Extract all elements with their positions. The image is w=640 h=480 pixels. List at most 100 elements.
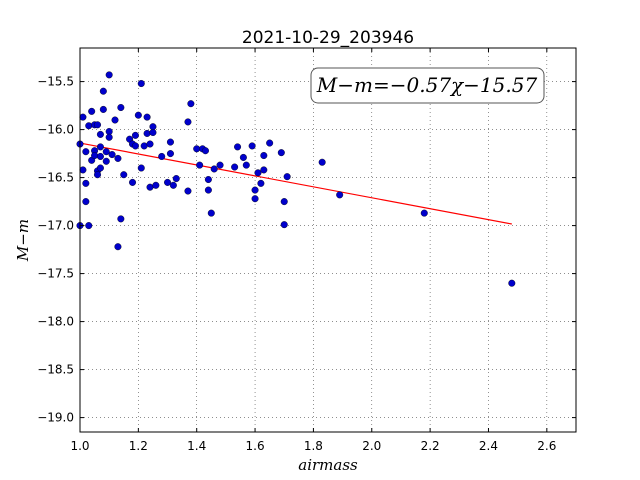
data-point: [242, 161, 250, 169]
data-point: [91, 152, 99, 160]
data-point: [105, 71, 113, 79]
data-point: [239, 153, 247, 161]
data-point: [82, 148, 90, 156]
data-point: [260, 152, 268, 160]
y-tick-label: −17.0: [37, 219, 74, 233]
data-point: [280, 198, 288, 206]
data-point: [166, 150, 174, 158]
data-point: [266, 139, 274, 147]
data-point: [508, 279, 516, 287]
data-point: [158, 152, 166, 160]
y-tick-label: −17.5: [37, 267, 74, 281]
y-axis-label: M−m: [14, 219, 32, 262]
fit-annotation: M−m=−0.57χ−15.57: [310, 67, 545, 104]
data-point: [283, 173, 291, 181]
y-tick-label: −18.5: [37, 363, 74, 377]
axis-ticks: [79, 48, 576, 432]
data-point: [85, 222, 93, 230]
data-point: [102, 148, 110, 156]
data-point: [117, 215, 125, 223]
data-point: [120, 171, 128, 179]
data-point: [137, 80, 145, 88]
x-tick-labels: 1.0 1.2 1.4 1.6 1.8 2.0 2.2 2.4 2.6: [70, 439, 556, 453]
data-point: [196, 161, 204, 169]
x-axis-label: airmass: [298, 456, 358, 474]
data-point: [152, 181, 160, 189]
data-point: [172, 175, 180, 183]
x-tick-label: 1.6: [246, 439, 265, 453]
data-point: [277, 149, 285, 157]
x-tick-label: 2.0: [362, 439, 381, 453]
data-point: [143, 113, 151, 121]
data-point: [114, 154, 122, 162]
data-point: [210, 165, 218, 173]
y-tick-label: −16.5: [37, 171, 74, 185]
data-point: [146, 140, 154, 148]
data-point: [336, 191, 344, 199]
data-point: [140, 142, 148, 150]
data-point: [99, 105, 107, 113]
data-point: [164, 178, 172, 186]
data-point: [94, 121, 102, 129]
data-point: [216, 161, 224, 169]
data-point: [187, 100, 195, 108]
data-point: [231, 163, 239, 171]
data-point: [149, 128, 157, 136]
data-point: [234, 143, 242, 151]
grid: [79, 48, 576, 432]
x-tick-label: 2.2: [421, 439, 440, 453]
data-point: [79, 113, 87, 121]
data-point: [94, 171, 102, 179]
data-point: [131, 131, 139, 139]
data-point: [251, 186, 259, 194]
data-point: [204, 176, 212, 184]
y-tick-label: −18.0: [37, 315, 74, 329]
data-point: [102, 157, 110, 165]
data-point: [207, 209, 215, 217]
data-point: [184, 118, 192, 126]
data-point: [117, 104, 125, 112]
plot-area: [80, 48, 576, 432]
plot-frame: [79, 47, 577, 433]
data-point: [318, 158, 326, 166]
data-point: [96, 152, 104, 160]
y-tick-labels: −15.5 −16.0 −16.5 −17.0 −17.5 −18.0 −18.5 −19.0: [37, 75, 74, 425]
data-point: [105, 133, 113, 141]
data-point: [146, 183, 154, 191]
annotation-box: [310, 67, 545, 104]
data-point: [114, 243, 122, 251]
x-tick-label: 1.0: [70, 439, 89, 453]
chart-title: 2021-10-29_203946: [242, 28, 414, 48]
data-point: [96, 164, 104, 172]
data-point: [96, 143, 104, 151]
data-point: [260, 166, 268, 174]
data-point: [166, 138, 174, 146]
data-point: [251, 195, 259, 203]
data-point: [88, 107, 96, 115]
data-point: [257, 179, 265, 187]
data-point: [204, 186, 212, 194]
data-point: [79, 166, 87, 174]
fit-line: [79, 142, 512, 225]
data-points: [76, 71, 516, 287]
x-tick-label: 1.2: [129, 439, 148, 453]
data-point: [82, 198, 90, 206]
data-point: [134, 111, 142, 119]
data-point: [82, 179, 90, 187]
y-tick-label: −15.5: [37, 75, 74, 89]
data-point: [280, 221, 288, 229]
data-point: [108, 151, 116, 159]
x-tick-label: 1.8: [304, 439, 323, 453]
data-point: [131, 142, 139, 150]
data-point: [85, 122, 93, 130]
data-point: [193, 145, 201, 153]
x-tick-label: 2.6: [537, 439, 556, 453]
data-point: [129, 178, 137, 186]
data-point: [137, 164, 145, 172]
data-point: [143, 129, 151, 137]
x-tick-label: 2.4: [479, 439, 498, 453]
data-point: [420, 209, 428, 217]
data-point: [254, 169, 262, 177]
data-point: [99, 87, 107, 95]
